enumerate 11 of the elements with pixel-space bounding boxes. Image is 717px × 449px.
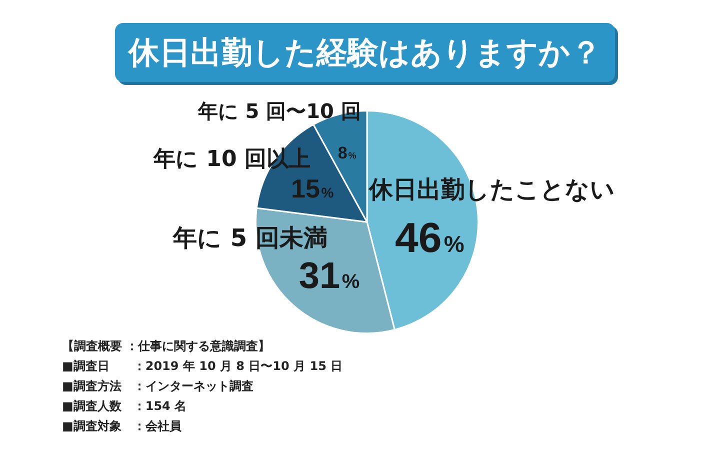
- data-label: 46%: [395, 214, 464, 262]
- chart-title: 休日出勤した経験はありますか？: [128, 34, 602, 72]
- text: ■調査対象 ：会社員: [62, 418, 182, 435]
- slice-label: 年に 5 回未満: [172, 224, 328, 252]
- text: 【調査概要 ：仕事に関する意識調査】: [62, 338, 272, 355]
- text: ■調査日 ：2019 年 10 月 8 日〜10 月 15 日: [62, 358, 343, 375]
- text: ■調査方法 ：インターネット調査: [62, 378, 254, 395]
- data-label: 8%: [338, 144, 356, 163]
- data-label: 15%: [291, 174, 334, 204]
- text: ■調査人数 ：154 名: [62, 398, 188, 415]
- data-label: 31%: [298, 254, 360, 296]
